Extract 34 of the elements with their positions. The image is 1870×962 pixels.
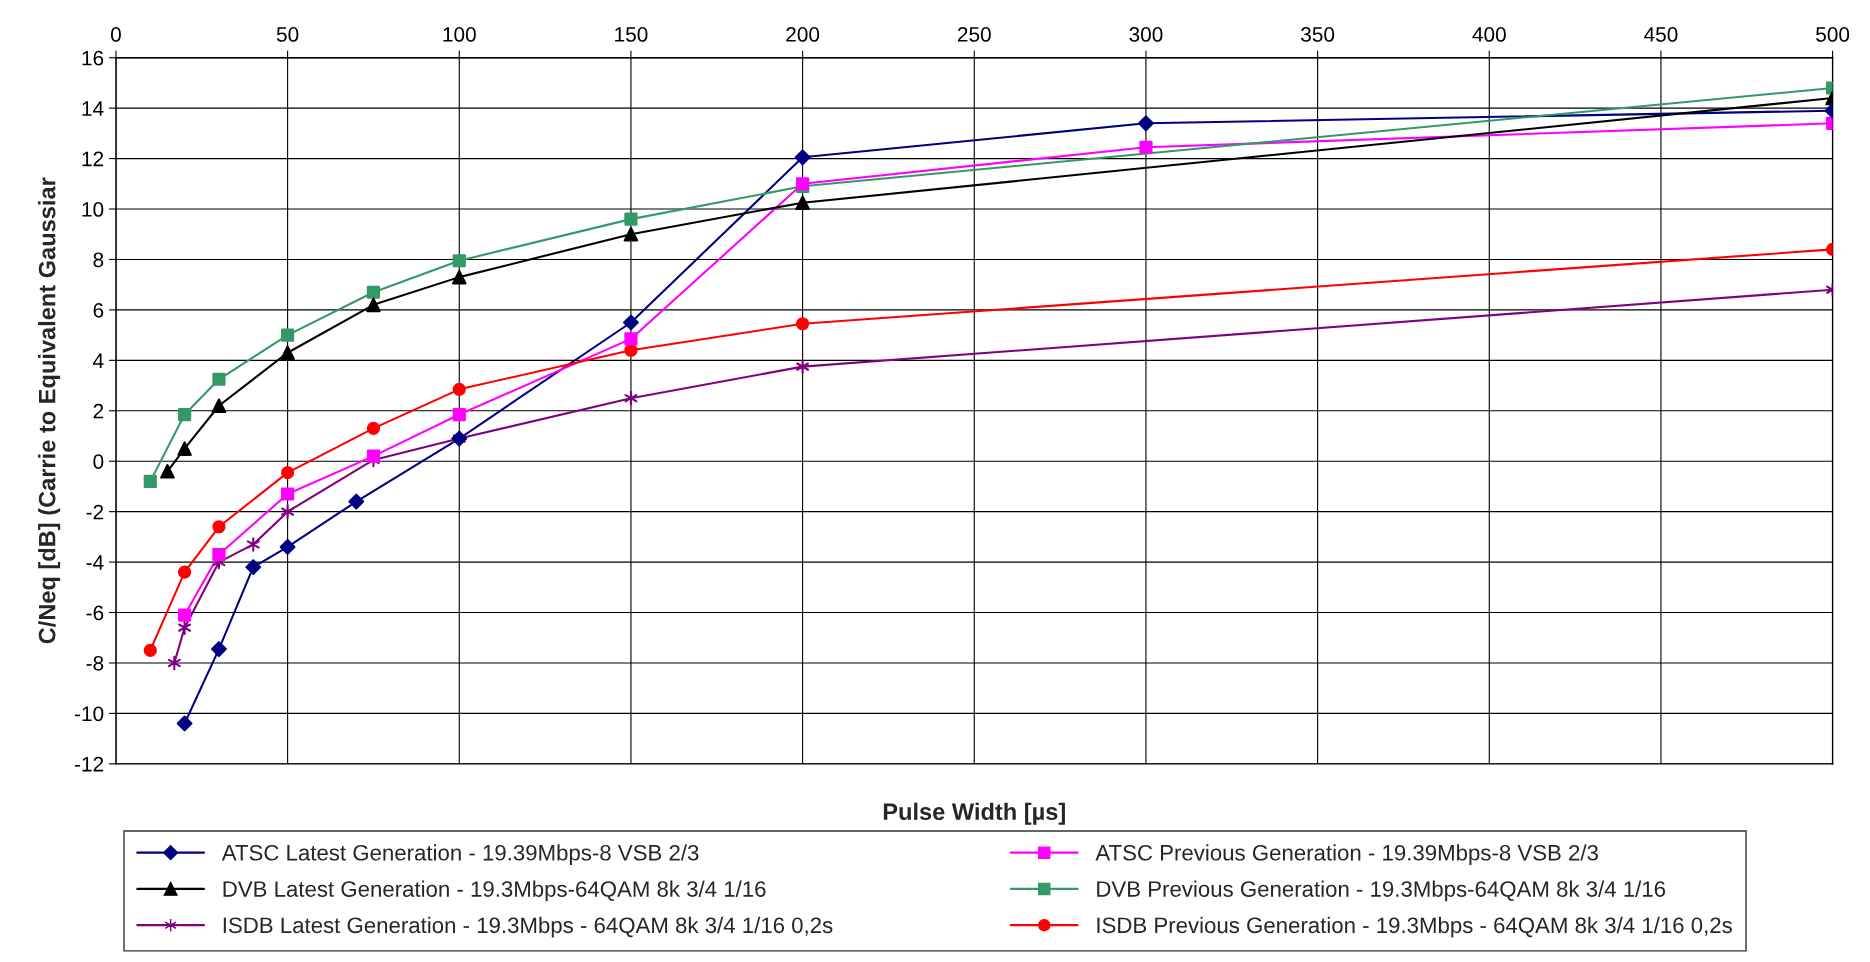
legend-label: DVB Previous Generation - 19.3Mbps-64QAM 8k 3/4 1/16 bbox=[1097, 880, 1666, 902]
legend-label: ISDB Previous Generation - 19.3Mbps - 64QAM 8k 3/4 1/16 0,2s bbox=[1097, 916, 1732, 938]
x-tick-label: 200 bbox=[786, 27, 820, 42]
y-tick-label: 10 bbox=[82, 202, 104, 217]
x-tick-label: 450 bbox=[1644, 27, 1678, 42]
y-tick-label: 16 bbox=[82, 50, 104, 66]
y-tick-label: -4 bbox=[86, 555, 104, 570]
y-tick-label: -12 bbox=[74, 756, 104, 772]
x-tick-label: 0 bbox=[110, 27, 121, 42]
y-tick-label: 0 bbox=[93, 454, 104, 469]
x-tick-label: 250 bbox=[957, 27, 991, 42]
x-tick-label: 400 bbox=[1472, 27, 1506, 42]
y-axis-title: C/Neq [dB] (Carrie to Equivalent Gaussiar bbox=[38, 177, 61, 644]
y-tick-label: 6 bbox=[93, 302, 104, 318]
x-tick-label: 350 bbox=[1301, 27, 1335, 42]
legend-label: ISDB Latest Generation - 19.3Mbps - 64QAM 8k 3/4 1/16 0,2s bbox=[223, 916, 833, 938]
x-tick-label: 150 bbox=[615, 27, 648, 42]
legend-label: DVB Latest Generation - 19.3Mbps-64QAM 8k 3/4 1/16 bbox=[223, 880, 766, 902]
legend-label: ATSC Previous Generation - 19.39Mbps-8 VSB 2/3 bbox=[1095, 844, 1598, 866]
x-tick-label: 300 bbox=[1129, 27, 1163, 42]
legend-label: ATSC Latest Generation - 19.39Mbps-8 VSB 2/3 bbox=[221, 844, 699, 866]
x-tick-label: 100 bbox=[443, 27, 476, 42]
y-tick-label: 2 bbox=[93, 403, 104, 419]
y-tick-label: 12 bbox=[82, 151, 104, 167]
y-tick-label: 4 bbox=[93, 353, 104, 368]
x-tick-label: 50 bbox=[276, 27, 299, 42]
x-axis-title: Pulse Width [µs] bbox=[883, 802, 1065, 825]
x-tick-label: 500 bbox=[1816, 27, 1850, 42]
y-tick-label: -2 bbox=[86, 504, 104, 520]
y-tick-label: -8 bbox=[86, 655, 104, 671]
y-tick-label: 14 bbox=[82, 101, 104, 116]
y-tick-label: 8 bbox=[93, 252, 104, 268]
y-tick-label: -10 bbox=[74, 706, 104, 722]
y-tick-label: -6 bbox=[86, 605, 104, 621]
